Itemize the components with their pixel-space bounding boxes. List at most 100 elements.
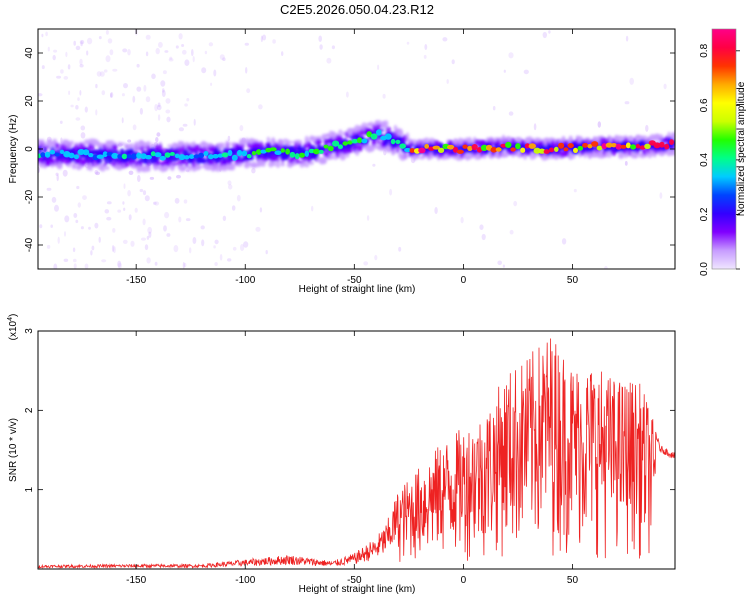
spectrogram-band-blob <box>338 129 343 137</box>
spectrogram-core-blob <box>462 144 468 149</box>
spectrogram-noise-blob <box>110 92 114 98</box>
spectrogram-band-blob <box>158 144 163 152</box>
spectrogram-core-blob <box>49 149 56 155</box>
spectrogram-noise-blob <box>95 171 100 176</box>
colorbar: 0.0 0.2 0.4 0.6 0.8 Normalized spectral ampl… <box>699 28 747 276</box>
spectrogram-core-blob <box>620 144 627 149</box>
spectrogram-x-tick-label: 50 <box>567 275 579 286</box>
spectrogram-noise-blob <box>222 215 227 221</box>
spectrogram-noise-blob <box>158 41 163 48</box>
spectrogram-noise-blob <box>56 174 59 182</box>
spectrogram-noise-blob <box>200 225 205 230</box>
spectrogram-noise-blob <box>377 64 380 71</box>
spectrogram-band-blob <box>468 136 472 145</box>
snr-x-axis-title: Height of straight line (km) <box>299 584 416 595</box>
spectrogram-noise-blob <box>106 201 112 205</box>
spectrogram-noise-blob <box>77 202 82 208</box>
spectrogram-core-blob <box>241 150 248 157</box>
spectrogram-noise-blob <box>265 250 268 255</box>
spectrogram-core-blob <box>409 148 416 153</box>
spectrogram-noise-blob <box>112 68 118 72</box>
spectrogram-core-blob <box>361 138 368 144</box>
spectrogram-noise-blob <box>123 183 126 189</box>
spectrogram-noise-blob <box>139 188 144 193</box>
spectrogram-noise-blob <box>128 214 132 221</box>
spectrogram-noise-blob <box>244 42 249 46</box>
spectrogram-noise-blob <box>50 224 53 228</box>
spectrogram-core-blob <box>207 154 214 160</box>
spectrogram-noise-blob <box>165 109 171 114</box>
spectrogram-noise-blob <box>107 38 113 44</box>
spectrogram-noise-blob <box>604 266 608 269</box>
spectrogram-noise-blob <box>178 33 183 40</box>
spectrogram-band-blob <box>371 140 377 147</box>
spectrogram-noise-blob <box>509 229 514 235</box>
spectrogram-band-blob <box>165 165 170 170</box>
spectrogram-noise-blob <box>168 58 174 62</box>
spectrogram-band-blob <box>69 140 75 146</box>
spectrogram-noise-blob <box>130 240 135 247</box>
spectrogram-noise-blob <box>157 114 161 121</box>
spectrogram-noise-blob <box>231 205 236 211</box>
spectrogram-noise-blob <box>175 45 179 49</box>
spectrogram-core-blob <box>73 154 79 160</box>
spectrogram-noise-blob <box>178 216 182 223</box>
spectrogram-noise-blob <box>123 207 126 211</box>
spectrogram-core-blob <box>635 143 641 149</box>
spectrogram-noise-blob <box>173 245 179 253</box>
spectrogram-core-blob <box>510 147 516 152</box>
spectrogram-core-layer <box>38 129 674 161</box>
spectrogram-core-blob <box>227 149 233 157</box>
spectrogram-core-blob <box>318 149 324 154</box>
spectrogram-noise-blob <box>160 80 166 87</box>
spectrogram-noise-blob <box>86 50 89 56</box>
snr-y-tick-label: 3 <box>24 328 35 334</box>
spectrogram-noise-blob <box>82 195 87 201</box>
spectrogram-noise-blob <box>88 226 91 230</box>
spectrogram-noise-blob <box>132 124 137 131</box>
spectrogram-core-blob <box>370 133 378 140</box>
snr-y-tick-label: 1 <box>24 486 35 492</box>
spectrogram-band-blob <box>174 158 180 162</box>
spectrogram-noise-blob <box>189 247 192 254</box>
spectrogram-noise-blob <box>164 50 169 53</box>
spectrogram-core-blob <box>203 151 209 156</box>
spectrogram-band-blob <box>139 161 144 167</box>
spectrogram-core-blob <box>144 155 152 160</box>
spectrogram-core-blob <box>520 147 526 153</box>
spectrogram-noise-blob <box>182 49 187 55</box>
spectrogram-core-blob <box>274 150 282 155</box>
spectrogram-core-blob <box>54 152 60 157</box>
spectrogram-core-blob <box>342 141 349 146</box>
spectrogram-noise-blob <box>51 196 57 203</box>
spectrogram-core-blob <box>332 140 340 147</box>
spectrogram-band-blob <box>617 152 625 159</box>
spectrogram-noise-blob <box>236 194 241 202</box>
spectrogram-noise-blob <box>659 192 663 199</box>
spectrogram-noise-blob <box>161 90 166 97</box>
spectrogram-noise-blob <box>219 253 223 261</box>
spectrogram-noise-blob <box>148 231 152 238</box>
spectrogram-core-blob <box>40 152 46 158</box>
spectrogram-noise-blob <box>94 222 99 229</box>
spectrogram-noise-blob <box>227 135 231 141</box>
spectrogram-noise-blob <box>181 44 185 47</box>
spectrogram-noise-blob <box>210 82 213 87</box>
spectrogram-noise-blob <box>503 69 506 73</box>
spectrogram-core-blob <box>366 131 373 138</box>
spectrogram-band-blob <box>266 136 271 143</box>
spectrogram-band-blob <box>196 164 202 171</box>
snr-series-line <box>38 338 675 569</box>
spectrogram-noise-blob <box>103 69 108 73</box>
spectrogram-core-blob <box>221 152 229 158</box>
spectrogram-noise-blob <box>41 33 44 38</box>
spectrogram-y-ticks: -40 -20 0 20 40 <box>24 47 675 252</box>
spectrogram-x-tick-label: -100 <box>235 275 255 286</box>
spectrogram-core-blob <box>554 146 559 152</box>
spectrogram-core-blob <box>178 154 186 161</box>
spectrogram-noise-blob <box>318 35 323 42</box>
spectrogram-band-blob <box>81 159 86 167</box>
spectrogram-noise-blob <box>363 261 369 266</box>
spectrogram-noise-blob <box>423 54 427 59</box>
